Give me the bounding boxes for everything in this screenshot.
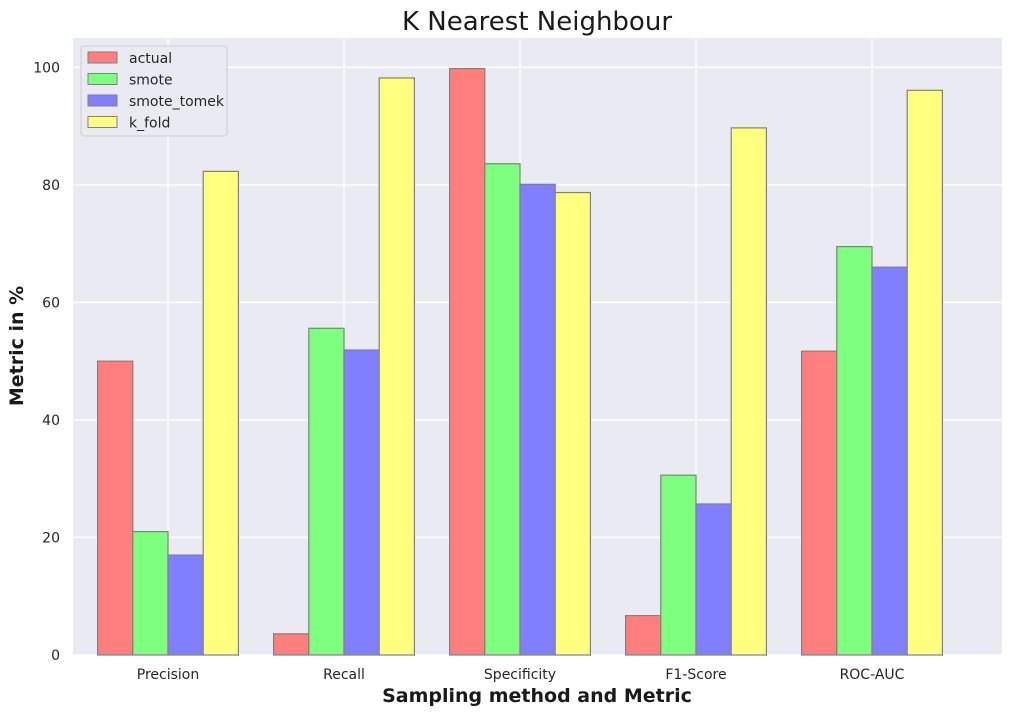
bar-smote-precision	[132, 530, 169, 656]
x-tick-label: Precision	[137, 667, 199, 683]
legend-swatch-smote_tomek	[87, 94, 118, 107]
bar-k_fold-f1-score	[730, 127, 768, 656]
legend-label-smote_tomek: smote_tomek	[129, 94, 225, 110]
y-tick-label: 0	[51, 648, 60, 664]
x-tick-label: F1-Score	[665, 667, 726, 683]
legend-swatch-k_fold	[87, 116, 118, 128]
bar-smote-specificity	[484, 163, 521, 656]
legend-swatch-smote	[87, 73, 118, 85]
y-tick-label: 40	[42, 413, 60, 429]
x-axis-label: Sampling method and Metric	[382, 685, 692, 707]
bar-smote_tomek-f1-score	[695, 503, 732, 656]
legend-label-actual: actual	[129, 51, 172, 67]
y-tick-label: 80	[42, 178, 60, 194]
bar-k_fold-specificity	[554, 191, 592, 656]
y-tick-label: 60	[42, 295, 60, 311]
bar-k_fold-roc-auc	[906, 89, 944, 656]
bar-smote-f1-score	[660, 474, 697, 656]
bar-smote_tomek-roc-auc	[871, 266, 908, 656]
bar-smote-roc-auc	[836, 246, 873, 656]
bar-smote_tomek-recall	[343, 349, 380, 656]
legend-frame	[80, 45, 228, 137]
x-tick-label: Specificity	[484, 667, 556, 683]
y-tick-label: 20	[42, 530, 60, 546]
bar-smote_tomek-specificity	[519, 183, 556, 656]
legend-label-smote: smote	[129, 73, 173, 89]
y-tick-label: 100	[33, 60, 60, 76]
y-tick-labels: 0 20 40 60 80 100	[33, 60, 60, 664]
x-tick-label: ROC-AUC	[840, 667, 905, 683]
bars	[96, 67, 944, 656]
legend-swatch-actual	[87, 51, 118, 64]
y-axis-label: Metric in %	[6, 286, 28, 406]
bar-actual-specificity	[449, 67, 486, 656]
bar-actual-f1-score	[624, 615, 662, 656]
bar-smote-recall	[308, 327, 345, 656]
bar-actual-roc-auc	[800, 350, 838, 656]
legend-label-k_fold: k_fold	[129, 116, 170, 132]
bar-k_fold-precision	[202, 170, 239, 656]
bar-k_fold-recall	[378, 77, 416, 656]
legend: actual smote smote_tomek k_fold	[80, 45, 228, 137]
bar-smote_tomek-precision	[167, 554, 204, 656]
chart-title: K Nearest Neighbour	[402, 7, 672, 37]
bar-actual-precision	[96, 360, 134, 656]
x-tick-labels: Precision Recall Specificity F1-Score ROC-AU…	[137, 667, 905, 683]
x-tick-label: Recall	[323, 667, 365, 683]
bar-actual-recall	[273, 633, 310, 656]
